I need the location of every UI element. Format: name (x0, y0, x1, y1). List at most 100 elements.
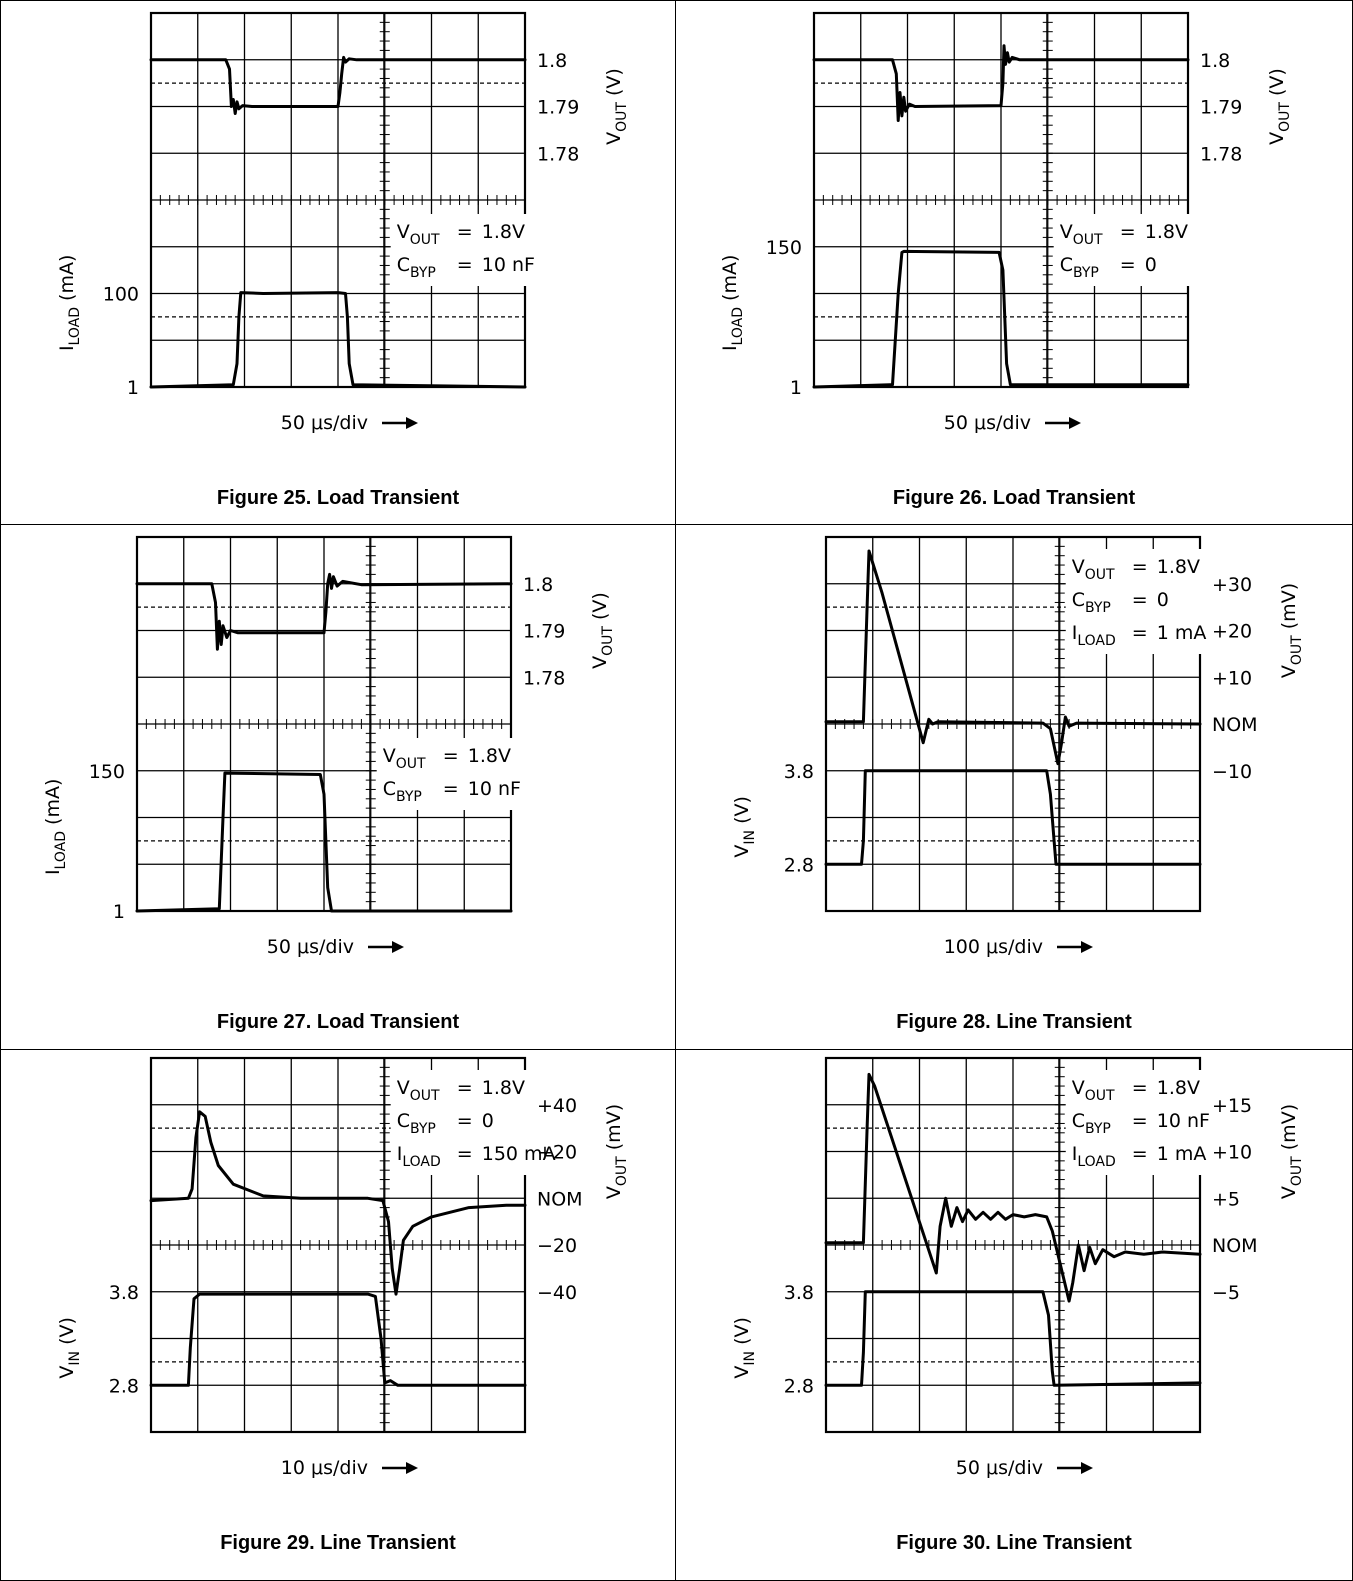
condition-equals: = (1132, 556, 1148, 578)
output-trace (149, 55, 527, 115)
input-trace (149, 291, 527, 389)
condition-label: VOUT (1072, 556, 1115, 583)
condition-equals: = (457, 1077, 473, 1099)
time-arrow-icon (406, 417, 418, 429)
condition-label: ILOAD (1072, 1143, 1116, 1170)
scope-plot: VOUT = 1.8V CBYP = 10 nF ILOAD = 1 mA +15 +10 +5 NOM… (731, 1056, 1305, 1479)
figure-caption: Figure 25. Load Transient (216, 487, 460, 509)
left-axis-tick-label: 1 (113, 901, 125, 923)
output-trace (149, 1110, 527, 1296)
left-axis-title: ILOAD (mA) (56, 255, 83, 351)
condition-equals: = (1132, 589, 1148, 611)
output-trace (824, 549, 1202, 766)
figure-panel-4: VOUT = 1.8V CBYP = 0 ILOAD = 1 mA +30 +20 +10 NOM −10… (676, 525, 1353, 1050)
condition-value: 0 (1157, 589, 1169, 611)
left-axis-tick-label: 1 (790, 377, 802, 399)
condition-value: 1 mA (1157, 622, 1207, 644)
time-scale-label: 50 μs/div (944, 412, 1031, 434)
input-trace (824, 769, 1202, 866)
condition-value: 1.8V (1157, 1077, 1200, 1099)
right-axis-tick-label: 1.78 (1200, 143, 1242, 165)
left-axis-title: ILOAD (mA) (719, 255, 746, 351)
condition-value: 10 nF (468, 778, 521, 800)
condition-label: ILOAD (1072, 622, 1116, 649)
input-trace (135, 771, 513, 913)
conditions-background (1065, 1070, 1224, 1175)
scope-plot: VOUT = 1.8V CBYP = 10 nF 1.8 1.79 1.78 VOUT (V) 10… (56, 11, 630, 434)
condition-label: CBYP (1072, 1110, 1111, 1137)
right-axis-tick-label: NOM (1212, 714, 1258, 736)
left-axis-tick-label: 2.8 (784, 1375, 814, 1397)
left-axis-tick-label: 3.8 (109, 1282, 139, 1304)
left-axis-tick-label: 1 (127, 377, 139, 399)
left-axis-tick-label: 3.8 (784, 761, 814, 783)
plot-frame (824, 1056, 1202, 1434)
figure-panel-2: VOUT = 1.8V CBYP = 0 1.8 1.79 1.78 VOUT (V) 150 1 IL… (676, 0, 1353, 525)
conditions-background (376, 738, 535, 810)
condition-value: 1.8V (468, 745, 511, 767)
right-axis-tick-label: 1.79 (523, 621, 565, 643)
right-axis-title: VOUT (V) (1266, 68, 1293, 145)
figure-panel-1: VOUT = 1.8V CBYP = 10 nF 1.8 1.79 1.78 VOUT (V) 10… (0, 0, 676, 525)
left-axis-tick-label: 2.8 (109, 1375, 139, 1397)
condition-label: CBYP (397, 254, 436, 281)
right-axis-tick-label: 1.8 (537, 50, 567, 72)
right-axis-title: VOUT (mV) (1278, 583, 1305, 678)
figure-panel-3: VOUT = 1.8V CBYP = 10 nF 1.8 1.79 1.78 VOUT (V) 15… (0, 525, 676, 1050)
plot-frame (812, 11, 1190, 389)
right-axis-title: VOUT (V) (603, 68, 630, 145)
right-axis-tick-label: +40 (537, 1095, 577, 1117)
conditions-background (390, 214, 549, 286)
time-arrow-icon (1081, 1462, 1093, 1474)
condition-value: 1.8V (1145, 221, 1188, 243)
input-trace (149, 1292, 527, 1387)
condition-equals: = (1132, 622, 1148, 644)
left-axis-tick-label: 2.8 (784, 854, 814, 876)
output-trace (812, 44, 1190, 122)
condition-label: VOUT (1072, 1077, 1115, 1104)
right-axis-tick-label: +20 (1212, 621, 1252, 643)
right-axis-tick-label: −10 (1212, 761, 1252, 783)
condition-value: 0 (482, 1110, 494, 1132)
condition-value: 10 nF (482, 254, 535, 276)
right-axis-tick-label: −5 (1212, 1282, 1240, 1304)
condition-value: 1.8V (482, 221, 525, 243)
right-axis-tick-label: 1.79 (537, 97, 579, 119)
condition-label: CBYP (1072, 589, 1111, 616)
condition-value: 10 nF (1157, 1110, 1210, 1132)
condition-equals: = (457, 254, 473, 276)
time-arrow-icon (1081, 941, 1093, 953)
condition-equals: = (1120, 254, 1136, 276)
figure-caption: Figure 29. Line Transient (220, 1532, 456, 1554)
right-axis-tick-label: 1.78 (523, 667, 565, 689)
left-axis-tick-label: 3.8 (784, 1282, 814, 1304)
condition-value: 0 (1145, 254, 1157, 276)
condition-equals: = (1120, 221, 1136, 243)
condition-value: 1.8V (1157, 556, 1200, 578)
condition-label: VOUT (1060, 221, 1103, 248)
time-scale-label: 100 μs/div (944, 936, 1043, 958)
conditions-background (1065, 549, 1224, 654)
condition-equals: = (443, 745, 459, 767)
condition-label: CBYP (383, 778, 422, 805)
time-arrow-icon (392, 941, 404, 953)
time-scale-label: 50 μs/div (267, 936, 354, 958)
input-trace (812, 249, 1190, 389)
condition-label: VOUT (397, 1077, 440, 1104)
condition-equals: = (1132, 1110, 1148, 1132)
input-trace (824, 1290, 1202, 1387)
right-axis-tick-label: 1.79 (1200, 97, 1242, 119)
left-axis-tick-label: 150 (89, 761, 125, 783)
time-scale-label: 10 μs/div (281, 1457, 368, 1479)
left-axis-title: VIN (V) (56, 1317, 83, 1378)
right-axis-title: VOUT (mV) (603, 1104, 630, 1199)
left-axis-tick-label: 150 (766, 237, 802, 259)
left-axis-title: VIN (V) (731, 1317, 758, 1378)
figure-caption: Figure 28. Line Transient (896, 1011, 1132, 1033)
scope-plot: VOUT = 1.8V CBYP = 0 ILOAD = 150 mA +40 +20 NOM −20 −… (56, 1056, 630, 1479)
conditions-background (390, 1070, 549, 1175)
right-axis-tick-label: NOM (1212, 1235, 1258, 1257)
right-axis-tick-label: 1.78 (537, 143, 579, 165)
right-axis-tick-label: +30 (1212, 574, 1252, 596)
